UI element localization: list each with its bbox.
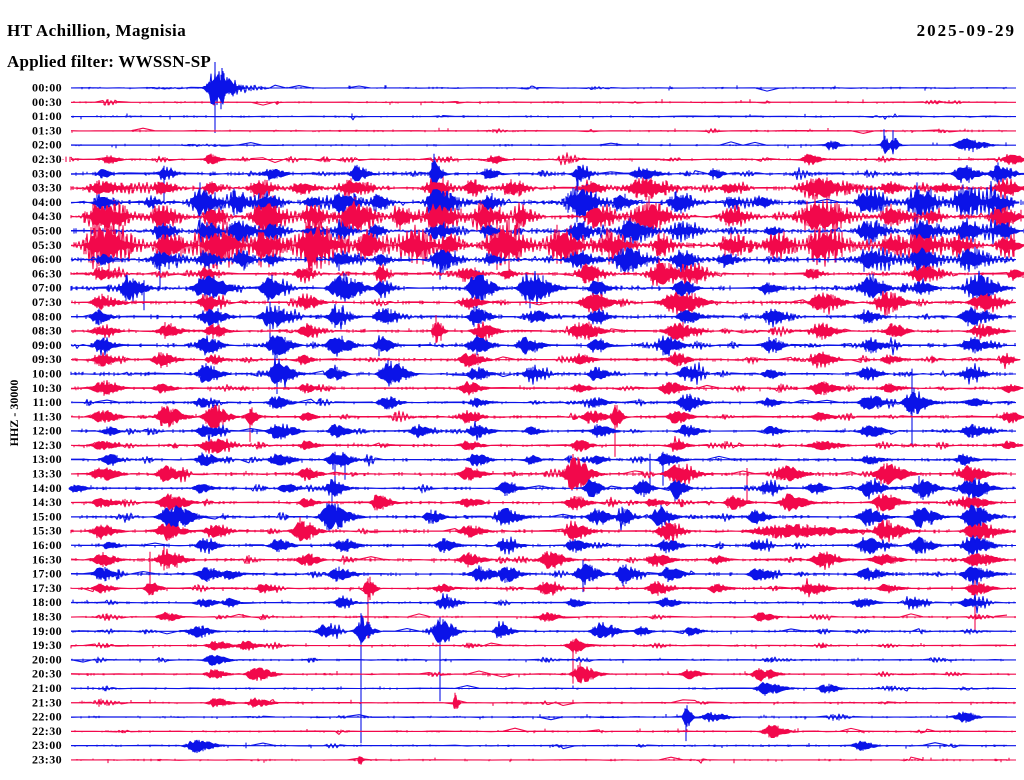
svg-text:13:00: 13:00 bbox=[32, 452, 62, 466]
svg-text:12:00: 12:00 bbox=[32, 424, 62, 438]
svg-text:20:30: 20:30 bbox=[32, 667, 62, 681]
svg-text:06:30: 06:30 bbox=[32, 266, 62, 280]
svg-text:09:00: 09:00 bbox=[32, 338, 62, 352]
svg-text:11:00: 11:00 bbox=[33, 395, 62, 409]
svg-text:22:30: 22:30 bbox=[32, 724, 62, 738]
svg-text:23:30: 23:30 bbox=[32, 753, 62, 767]
svg-text:15:30: 15:30 bbox=[32, 524, 62, 538]
svg-text:16:30: 16:30 bbox=[32, 552, 62, 566]
svg-text:HT Achillion, Magnisia: HT Achillion, Magnisia bbox=[7, 21, 186, 40]
svg-text:06:00: 06:00 bbox=[32, 252, 62, 266]
svg-text:07:30: 07:30 bbox=[32, 295, 62, 309]
svg-text:09:30: 09:30 bbox=[32, 352, 62, 366]
svg-text:04:00: 04:00 bbox=[32, 195, 62, 209]
svg-text:10:30: 10:30 bbox=[32, 381, 62, 395]
svg-text:14:00: 14:00 bbox=[32, 481, 62, 495]
svg-text:19:30: 19:30 bbox=[32, 638, 62, 652]
svg-text:00:30: 00:30 bbox=[32, 95, 62, 109]
svg-text:04:30: 04:30 bbox=[32, 209, 62, 223]
svg-text:22:00: 22:00 bbox=[32, 710, 62, 724]
svg-text:05:30: 05:30 bbox=[32, 238, 62, 252]
svg-text:18:00: 18:00 bbox=[32, 595, 62, 609]
svg-text:12:30: 12:30 bbox=[32, 438, 62, 452]
svg-text:01:00: 01:00 bbox=[32, 109, 62, 123]
svg-text:21:00: 21:00 bbox=[32, 681, 62, 695]
svg-text:20:00: 20:00 bbox=[32, 652, 62, 666]
svg-text:02:30: 02:30 bbox=[32, 152, 62, 166]
svg-text:23:00: 23:00 bbox=[32, 738, 62, 752]
svg-text:08:30: 08:30 bbox=[32, 324, 62, 338]
svg-text:07:00: 07:00 bbox=[32, 281, 62, 295]
svg-text:00:00: 00:00 bbox=[32, 81, 62, 95]
svg-text:13:30: 13:30 bbox=[32, 467, 62, 481]
svg-text:15:00: 15:00 bbox=[32, 509, 62, 523]
svg-text:03:30: 03:30 bbox=[32, 181, 62, 195]
svg-text:HHZ - 30000: HHZ - 30000 bbox=[7, 380, 21, 447]
svg-text:10:00: 10:00 bbox=[32, 367, 62, 381]
svg-text:21:30: 21:30 bbox=[32, 695, 62, 709]
svg-text:17:30: 17:30 bbox=[32, 581, 62, 595]
svg-text:2025-09-29: 2025-09-29 bbox=[917, 21, 1016, 40]
svg-text:17:00: 17:00 bbox=[32, 567, 62, 581]
svg-text:18:30: 18:30 bbox=[32, 610, 62, 624]
svg-text:16:00: 16:00 bbox=[32, 538, 62, 552]
svg-text:02:00: 02:00 bbox=[32, 138, 62, 152]
svg-text:19:00: 19:00 bbox=[32, 624, 62, 638]
svg-text:Applied filter: WWSSN-SP: Applied filter: WWSSN-SP bbox=[7, 52, 211, 71]
svg-text:01:30: 01:30 bbox=[32, 123, 62, 137]
svg-text:03:00: 03:00 bbox=[32, 166, 62, 180]
svg-text:14:30: 14:30 bbox=[32, 495, 62, 509]
svg-text:11:30: 11:30 bbox=[33, 409, 62, 423]
svg-text:08:00: 08:00 bbox=[32, 309, 62, 323]
svg-text:05:00: 05:00 bbox=[32, 224, 62, 238]
